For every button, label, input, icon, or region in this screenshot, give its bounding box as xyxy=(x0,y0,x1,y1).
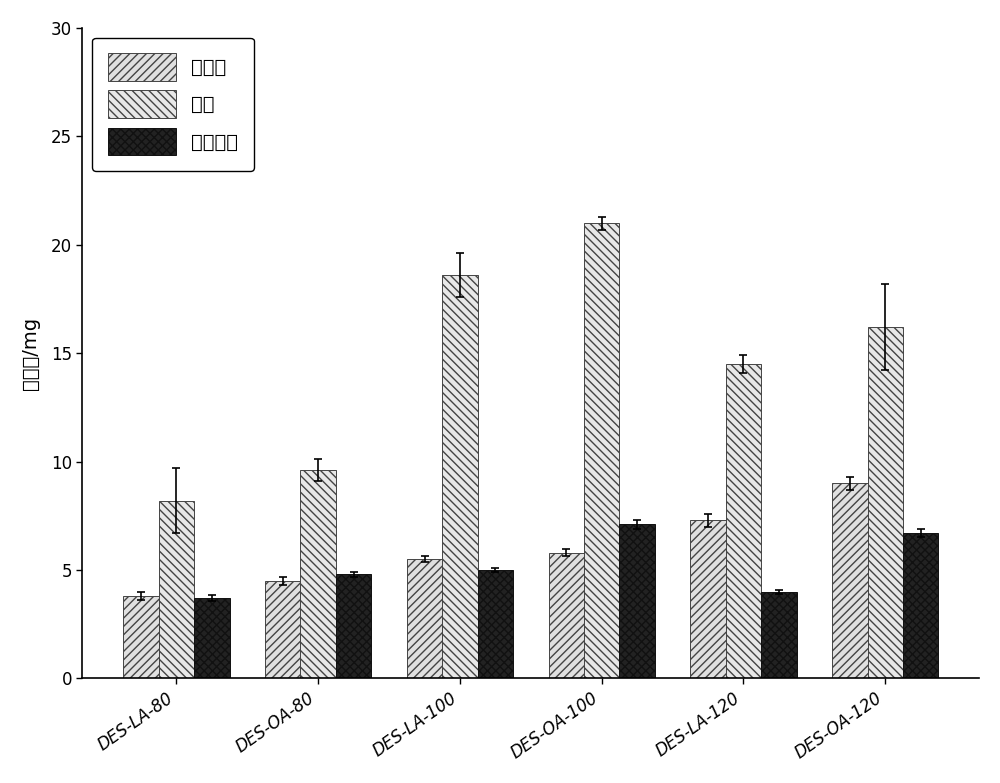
Y-axis label: 糖含量/mg: 糖含量/mg xyxy=(21,316,40,390)
Bar xyxy=(478,570,513,678)
Bar xyxy=(300,471,336,678)
Bar xyxy=(761,592,797,678)
Bar xyxy=(903,533,938,678)
Bar xyxy=(619,525,655,678)
Bar xyxy=(265,581,300,678)
Bar xyxy=(549,553,584,678)
Bar xyxy=(690,520,726,678)
Bar xyxy=(407,559,442,678)
Bar xyxy=(584,223,619,678)
Bar xyxy=(336,575,371,678)
Bar xyxy=(726,364,761,678)
Bar xyxy=(868,327,903,678)
Bar xyxy=(123,596,159,678)
Bar xyxy=(194,598,230,678)
Legend: 葫萄糖, 木糖, 阿拉伯糖: 葫萄糖, 木糖, 阿拉伯糖 xyxy=(92,38,254,171)
Bar xyxy=(442,275,478,678)
Bar xyxy=(159,500,194,678)
Bar xyxy=(832,483,868,678)
